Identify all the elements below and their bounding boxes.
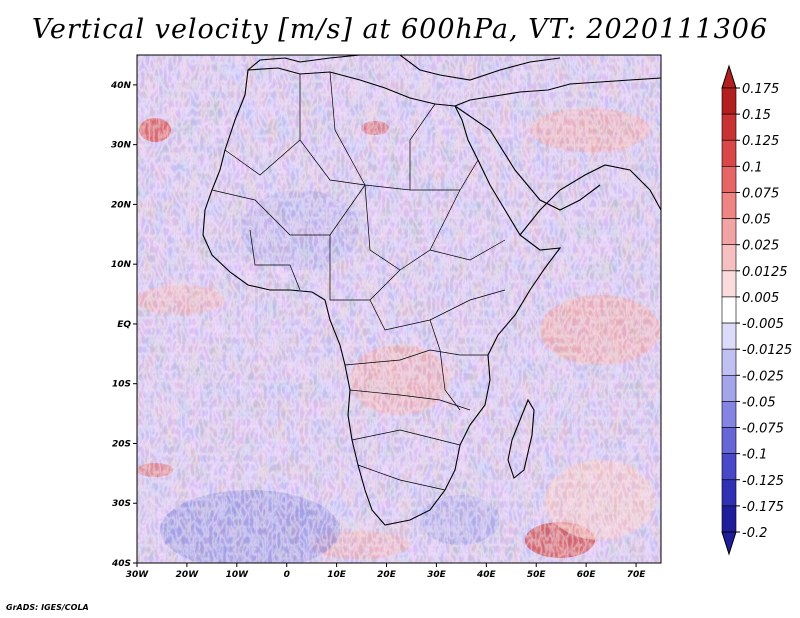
- colorbar-label: 0.175: [742, 82, 779, 97]
- lat-tick-label: 10S: [112, 380, 131, 390]
- colorbar-label: 0.05: [742, 213, 771, 228]
- colorbar-label: 0.1: [742, 160, 763, 175]
- colorbar: 0.175 0.15 0.125 0.1 0.075 0.05 0.025 0.0125 0.0…: [721, 64, 792, 556]
- colorbar-swatch: [721, 505, 737, 533]
- colorbar-swatch: [721, 113, 737, 141]
- lat-tick-label: 30N: [111, 141, 132, 151]
- lon-tick-label: 60E: [577, 570, 597, 580]
- credit-text: GrADS: IGES/COLA: [6, 603, 89, 612]
- colorbar-swatch: [721, 244, 737, 272]
- lat-tick-label: 20S: [112, 439, 131, 449]
- colorbar-swatch: [721, 87, 737, 115]
- lon-tick-label: 0: [284, 570, 290, 580]
- colorbar-swatch: [721, 427, 737, 454]
- colorbar-swatch: [721, 139, 737, 167]
- country-borders: [211, 71, 506, 491]
- lat-tick-label: 30S: [112, 499, 131, 509]
- colorbar-swatch: [721, 322, 737, 350]
- lon-axis: 30W 20W 10W 0 10E 20E 30E 40E 50E 60E 70E: [126, 563, 646, 580]
- colorbar-label: -0.025: [742, 369, 784, 384]
- colorbar-swatch: [721, 296, 737, 324]
- colorbar-label: -0.175: [742, 500, 784, 515]
- lon-tick-label: 20W: [176, 570, 200, 580]
- lon-tick-label: 50E: [527, 570, 547, 580]
- colorbar-label: -0.0125: [742, 343, 792, 358]
- lat-tick-label: 20N: [111, 200, 132, 210]
- colorbar-top-arrow: [721, 64, 737, 89]
- colorbar-swatch: [721, 348, 737, 376]
- lon-tick-label: 10E: [327, 570, 347, 580]
- colorbar-label: 0.075: [742, 186, 779, 201]
- colorbar-swatch: [721, 479, 737, 507]
- colorbar-label: -0.125: [742, 474, 784, 489]
- plot-frame: [136, 54, 662, 564]
- lat-axis: 40N 30N 20N 10N EQ 10S 20S 30S 40S: [110, 81, 137, 569]
- lon-tick-label: 10W: [226, 570, 250, 580]
- lon-tick-label: 70E: [627, 570, 647, 580]
- colorbar-swatch: [721, 401, 737, 428]
- colorbar-label: 0.125: [742, 134, 779, 149]
- lon-tick-label: 30E: [427, 570, 447, 580]
- map-title: Vertical velocity [m/s] at 600hPa, VT: 2…: [31, 14, 769, 45]
- colorbar-label: 0.005: [742, 291, 779, 306]
- lat-tick-label: 40S: [111, 559, 131, 569]
- colorbar-bottom-arrow: [721, 531, 737, 556]
- colorbar-label: -0.075: [742, 422, 784, 437]
- colorbar-label: -0.05: [742, 395, 776, 410]
- lon-tick-label: 30W: [126, 570, 150, 580]
- lat-tick-label: 40N: [110, 81, 132, 91]
- lon-tick-label: 20E: [377, 570, 397, 580]
- colorbar-swatch: [721, 218, 737, 246]
- colorbar-label: 0.025: [742, 239, 779, 254]
- colorbar-swatch: [721, 453, 737, 481]
- lat-tick-label: EQ: [117, 320, 131, 330]
- colorbar-label: -0.1: [742, 448, 767, 463]
- lat-tick-label: 10N: [111, 260, 132, 270]
- velocity-field: [137, 55, 661, 563]
- colorbar-label: -0.2: [742, 526, 767, 541]
- colorbar-swatch: [721, 192, 737, 219]
- lon-tick-label: 40E: [476, 570, 497, 580]
- colorbar-swatch: [721, 374, 737, 402]
- colorbar-label: -0.005: [742, 317, 784, 332]
- colorbar-swatch: [721, 166, 737, 193]
- colorbar-label: 0.0125: [742, 265, 788, 280]
- colorbar-label: 0.15: [742, 108, 771, 123]
- colorbar-swatch: [721, 270, 737, 298]
